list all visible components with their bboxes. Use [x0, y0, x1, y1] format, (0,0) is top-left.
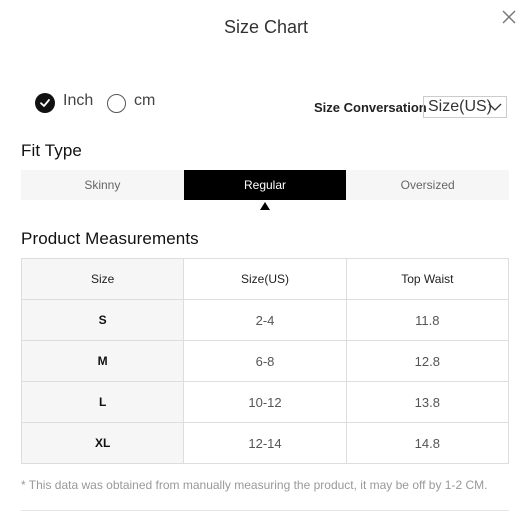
fit-type-heading: Fit Type [21, 141, 82, 160]
cell-top-waist: 14.8 [345, 422, 510, 464]
check-circle-icon [35, 93, 55, 113]
cell-top-waist: 13.8 [345, 381, 510, 423]
divider [21, 510, 509, 511]
caret-up-icon [260, 202, 270, 210]
table-header-row: Size Size(US) Top Waist [20, 258, 510, 300]
column-header-size-us: Size(US) [183, 258, 347, 300]
tab-oversized[interactable]: Oversized [346, 170, 510, 200]
size-conversion-select[interactable]: Size(US) [423, 96, 507, 118]
chevron-down-icon [488, 103, 502, 111]
table-row: M 6-8 12.8 [20, 340, 510, 382]
size-conversion-value: Size(US) [428, 98, 493, 115]
tab-skinny[interactable]: Skinny [21, 170, 184, 200]
cell-top-waist: 12.8 [345, 340, 510, 382]
column-header-size: Size [20, 258, 185, 300]
cell-top-waist: 11.8 [345, 299, 510, 341]
cell-size-us: 10-12 [183, 381, 347, 423]
table-row: XL 12-14 14.8 [20, 422, 510, 464]
cell-size: M [20, 340, 185, 382]
table-row: S 2-4 11.8 [20, 299, 510, 341]
unit-option-cm[interactable]: cm [107, 92, 155, 114]
table-row: L 10-12 13.8 [20, 381, 510, 423]
cell-size-us: 2-4 [183, 299, 347, 341]
cell-size-us: 12-14 [183, 422, 347, 464]
column-header-top-waist: Top Waist [345, 258, 510, 300]
cell-size-us: 6-8 [183, 340, 347, 382]
cell-size: XL [20, 422, 185, 464]
unit-option-inch[interactable]: Inch [35, 92, 93, 114]
product-measurements-heading: Product Measurements [21, 229, 199, 248]
close-icon[interactable] [500, 8, 518, 26]
empty-circle-icon [107, 93, 126, 113]
cell-size: L [20, 381, 185, 423]
measurement-footnote: * This data was obtained from manually m… [21, 478, 488, 492]
modal-title: Size Chart [223, 17, 309, 37]
fit-type-tabs: Skinny Regular Oversized [21, 170, 510, 200]
unit-label-cm: cm [134, 92, 156, 109]
cell-size: S [20, 299, 185, 341]
measurements-table: Size Size(US) Top Waist S 2-4 11.8 M 6-8… [20, 258, 510, 464]
unit-label-inch: Inch [63, 92, 94, 109]
size-conversion-label: Size Conversation [314, 100, 427, 115]
tab-regular[interactable]: Regular [183, 170, 347, 200]
